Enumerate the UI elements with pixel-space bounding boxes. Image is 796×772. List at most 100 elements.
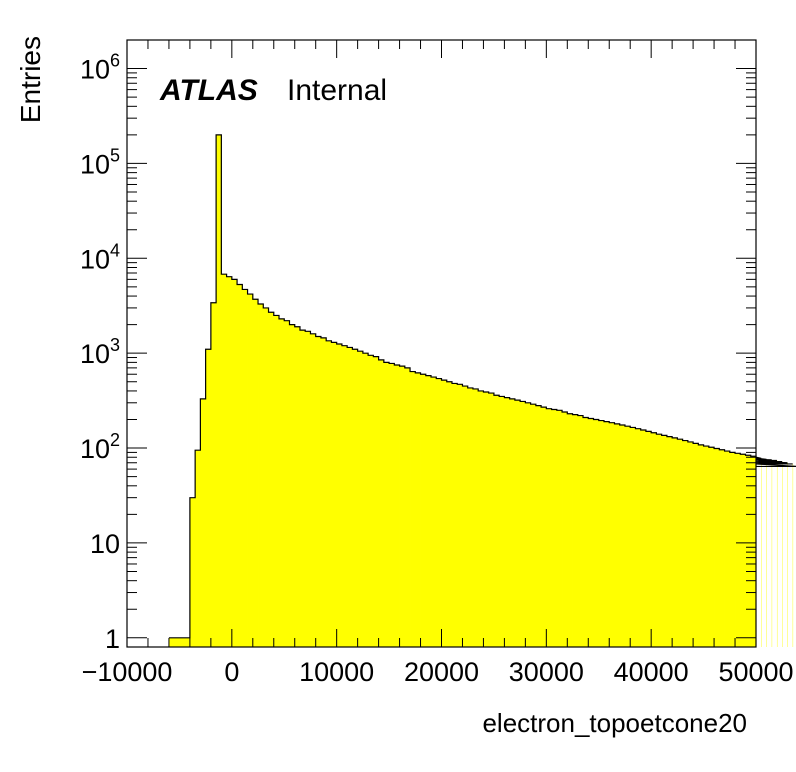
histogram-outline: [168, 134, 796, 639]
y-axis-title: Entries: [15, 36, 46, 123]
histogram-bin: [168, 637, 175, 647]
histogram-bin: [436, 378, 442, 647]
x-tick-label: 20000: [404, 657, 479, 687]
histogram-bin: [499, 396, 505, 647]
histogram-bin: [184, 637, 191, 647]
histogram-bin: [493, 395, 500, 647]
histogram-bin: [284, 320, 290, 647]
histogram-bin: [331, 342, 338, 647]
histogram-bin: [347, 347, 353, 647]
histogram-bin: [551, 409, 558, 647]
histogram-bin: [714, 448, 720, 647]
histogram-bin: [294, 326, 301, 647]
histogram-bin: [630, 427, 636, 647]
histogram-bin: [651, 432, 657, 647]
y-tick-label: 103: [80, 335, 120, 369]
histogram-bin: [535, 405, 542, 647]
histogram-bin: [687, 441, 694, 647]
histogram-bin: [661, 435, 668, 647]
histogram-bin: [619, 424, 626, 647]
histogram-bin: [231, 279, 238, 647]
histogram-bin: [431, 377, 437, 647]
histogram-bin: [745, 455, 752, 647]
histogram-bin: [441, 380, 448, 647]
histogram-bin: [514, 400, 521, 647]
histogram-bin: [472, 388, 479, 647]
histogram-bin: [488, 393, 495, 647]
histogram-bin: [425, 375, 432, 647]
histogram-bin: [593, 419, 600, 647]
histogram-bin: [467, 387, 474, 647]
histogram-bin: [530, 404, 537, 647]
histogram-bin: [221, 274, 227, 647]
histogram-bin: [174, 637, 180, 647]
histogram-bin: [362, 353, 369, 647]
histogram-bin: [624, 426, 631, 647]
histogram-bin: [588, 418, 594, 647]
histogram-bin: [320, 337, 327, 647]
histogram-bin: [394, 365, 400, 647]
histogram-bin: [273, 315, 280, 647]
histogram-bin: [598, 420, 605, 647]
histogram-bin: [189, 497, 196, 647]
histogram-bin: [703, 446, 710, 647]
histogram-bin: [336, 343, 343, 647]
x-tick-label: 40000: [614, 657, 689, 687]
x-axis-title: electron_topoetcone20: [482, 708, 747, 738]
histogram-bin: [305, 331, 311, 647]
histogram-bin: [483, 391, 490, 647]
histogram-bin: [520, 401, 526, 647]
histogram-bin: [635, 428, 642, 647]
histogram-fill: [168, 134, 794, 648]
histogram-bin: [666, 436, 673, 647]
histogram-bin: [698, 444, 704, 647]
histogram-bin: [740, 454, 746, 647]
histogram-bin: [263, 307, 269, 647]
histogram-bin: [420, 374, 427, 647]
histogram-bin: [724, 451, 731, 647]
histogram-bin: [682, 440, 689, 647]
histogram-bin: [216, 134, 222, 648]
y-tick-label: 104: [80, 240, 120, 274]
histogram-bin: [410, 371, 416, 647]
histogram-bin: [656, 434, 663, 647]
x-tick-label: 30000: [509, 657, 584, 687]
histogram-bin: [546, 408, 552, 647]
histogram-bin: [179, 637, 186, 647]
histogram-bin: [289, 324, 296, 647]
histogram-bin: [341, 345, 348, 647]
y-tick-label: 10: [90, 529, 120, 559]
histogram-bin: [399, 366, 406, 647]
x-tick-labels: −10000 0 10000 20000 30000 40000 50000: [82, 657, 794, 687]
histogram-bin: [279, 318, 285, 647]
histogram-bin: [735, 453, 741, 647]
histogram-bin: [509, 398, 516, 647]
y-tick-label: 102: [80, 430, 120, 464]
histogram-bin: [373, 356, 379, 647]
histogram-bin: [645, 431, 652, 647]
histogram-bin: [415, 372, 421, 647]
histogram-bin: [541, 407, 547, 647]
histogram-bin: [247, 294, 254, 647]
histogram-bin: [462, 386, 469, 647]
histogram-bin: [404, 367, 411, 647]
histogram-bin: [299, 330, 306, 647]
x-tick-label: 0: [224, 657, 239, 687]
y-tick-labels: 1 10 102 103 104 105 106: [80, 51, 120, 654]
histogram-bin: [226, 276, 233, 647]
histogram-bin: [378, 359, 385, 647]
histogram-bin: [708, 447, 715, 647]
histogram-bin: [326, 340, 332, 647]
histogram-bin: [750, 456, 757, 647]
histogram-bin: [315, 336, 322, 647]
histogram-bin: [357, 351, 364, 647]
y-tick-label: 1: [105, 624, 120, 654]
histogram-bin: [205, 349, 212, 647]
histogram-bin: [383, 362, 390, 647]
histogram-bin: [525, 402, 532, 647]
atlas-label: ATLAS: [159, 74, 258, 107]
internal-label: Internal: [287, 74, 387, 107]
x-tick-label: −10000: [82, 657, 173, 687]
histogram-bin: [242, 289, 248, 647]
y-tick-label: 105: [80, 145, 120, 179]
